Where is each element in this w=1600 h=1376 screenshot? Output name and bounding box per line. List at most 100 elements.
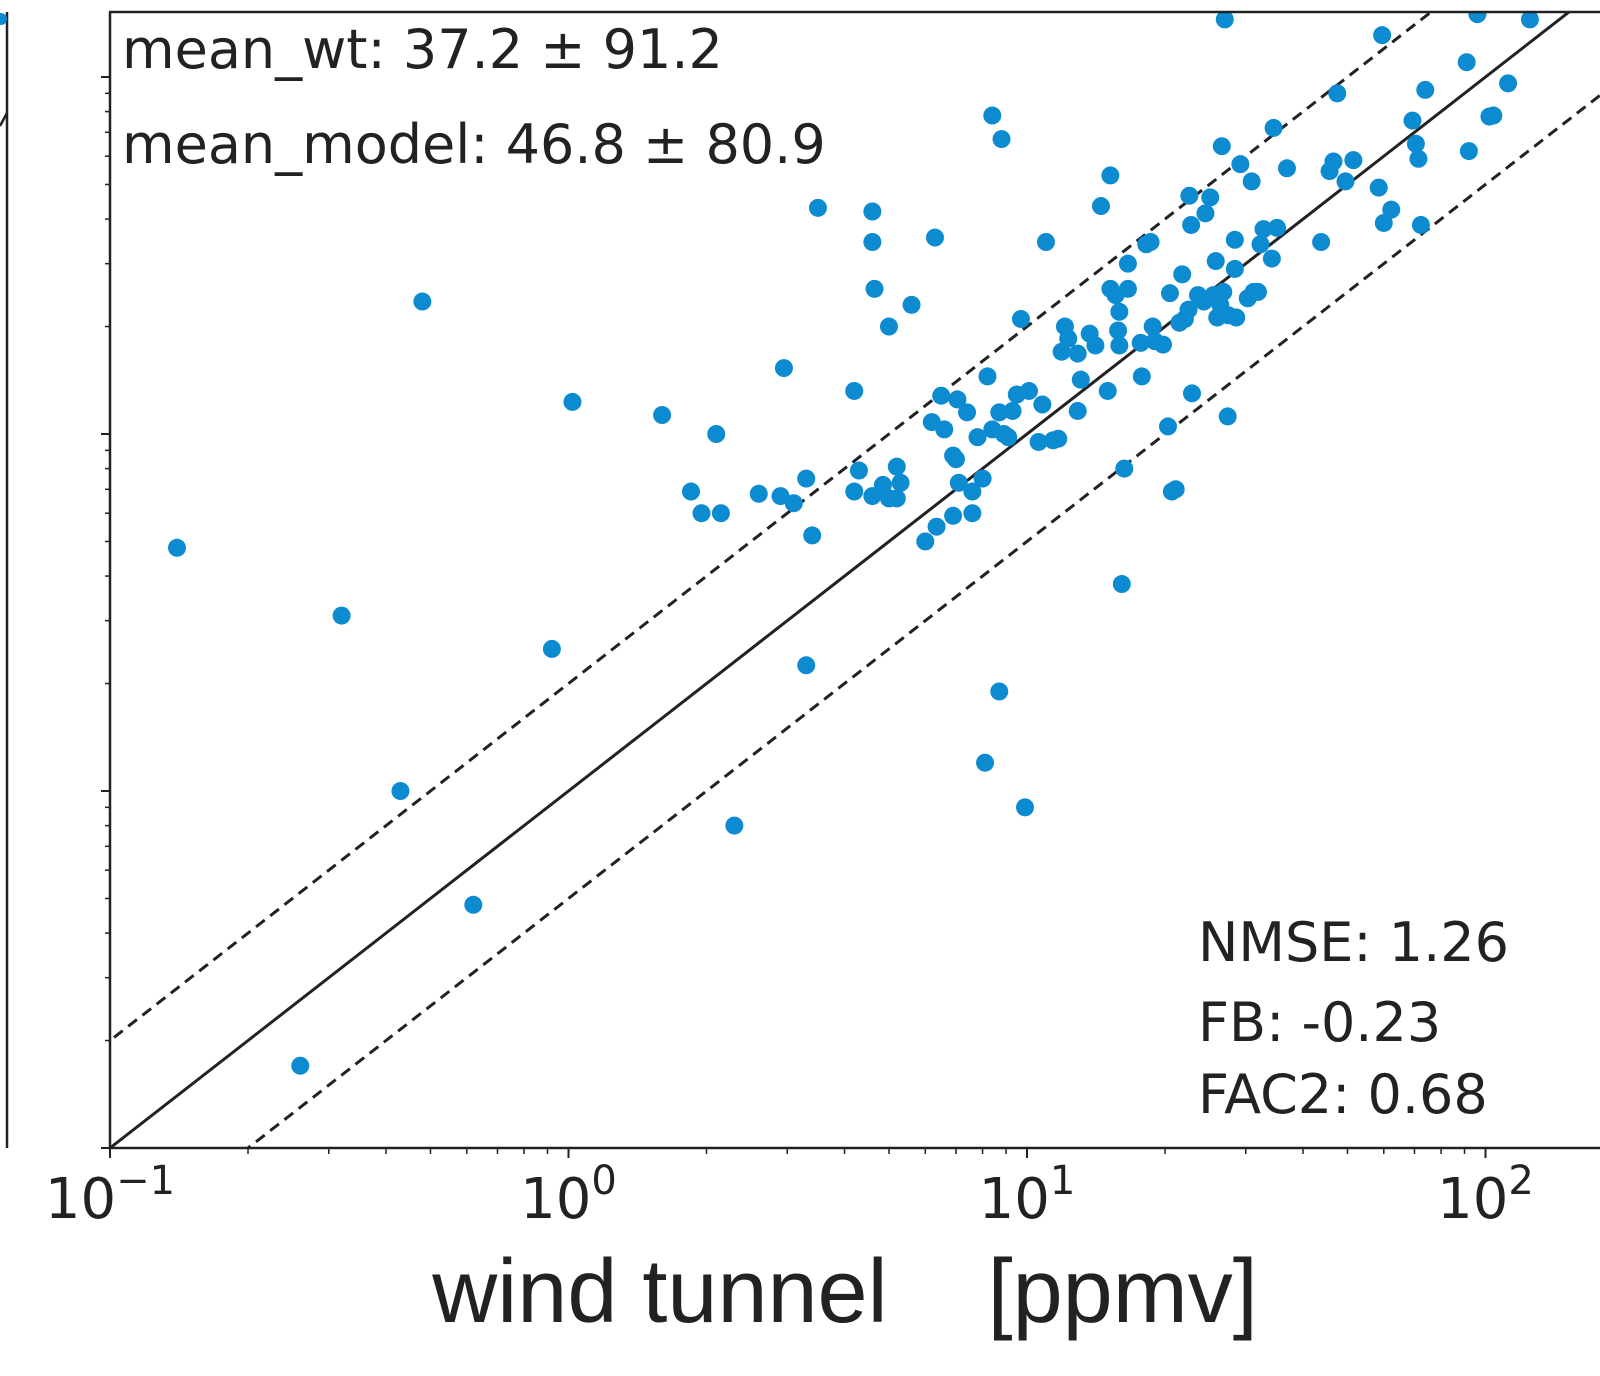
data-points [167,12,1539,1075]
data-point [797,469,816,488]
data-point [845,381,864,400]
data-point [1173,265,1192,284]
data-point [990,403,1009,422]
fb-annotation: FB: -0.23 [1198,991,1441,1054]
data-point [1011,309,1030,328]
data-point [963,504,982,523]
data-point [1409,149,1428,168]
data-point [413,292,432,311]
data-point [1029,432,1048,451]
data-point [973,469,992,488]
data-point [992,130,1011,149]
data-point [464,895,483,914]
data-point [948,390,967,409]
data-point [167,538,186,557]
data-point [1403,111,1422,130]
data-point [797,656,816,675]
data-point [845,482,864,501]
data-point [1264,118,1283,137]
data-point [865,279,884,298]
x-tick-label: 10−1 [45,1158,175,1232]
data-point [932,386,951,405]
data-point [1336,172,1355,191]
data-point [1328,84,1347,103]
data-point [808,198,827,217]
data-point [1098,381,1117,400]
data-point [681,482,700,501]
data-point [891,473,910,492]
data-point [1068,344,1087,363]
data-point [946,450,965,469]
data-point [1182,384,1201,403]
data-point [774,359,793,378]
data-point [1382,200,1401,219]
data-point [1520,12,1539,29]
data-point [1499,74,1518,93]
data-point [1416,80,1435,99]
data-point [1369,178,1388,197]
data-point [1059,329,1078,348]
data-point [1225,230,1244,249]
data-point [1179,300,1198,319]
data-point [1068,401,1087,420]
x-tick-label: 100 [520,1158,617,1232]
mean-wt-annotation: mean_wt: 37.2 ± 91.2 [122,18,723,81]
data-point [1227,308,1246,327]
data-point [925,228,944,247]
data-point [1225,259,1244,278]
data-point [1324,152,1343,171]
data-point [707,425,726,443]
data-point [1312,232,1331,251]
data-point [1254,220,1273,239]
data-point [1131,333,1150,352]
data-point [1206,252,1225,271]
data-point [1019,381,1038,400]
data-point [887,489,906,508]
data-point [1468,12,1487,24]
data-point [1411,215,1430,234]
neighbor-plot-edge [0,12,9,1148]
data-point [653,406,672,425]
data-point [1015,798,1034,817]
data-point [1036,232,1055,251]
data-point [902,295,921,314]
data-point [692,504,711,523]
data-point [563,392,582,411]
data-point [1143,317,1162,336]
data-point [990,682,1009,701]
data-point [1262,249,1281,268]
data-point [1158,417,1177,436]
data-point [1251,235,1270,254]
data-point [1091,197,1110,216]
data-point [999,428,1018,447]
data-point [963,482,982,501]
x-axis-ticks: 10−1 100 101 102 [45,1148,1534,1232]
data-point [1180,186,1199,205]
data-point [1118,279,1137,298]
data-point [1214,282,1233,301]
mean-model-annotation: mean_model: 46.8 ± 80.9 [122,113,826,176]
data-point [771,487,790,506]
data-point [749,484,768,503]
plot-frame [108,10,1600,1150]
data-point [873,475,892,494]
data-point [1406,134,1425,153]
data-point [944,506,963,525]
fac2-annotation: FAC2: 0.68 [1198,1063,1488,1126]
x-axis-label: wind tunnel [ppmv] [431,1242,1257,1342]
data-point [1141,232,1160,251]
data-point [1201,188,1220,207]
data-point [978,367,997,386]
nmse-annotation: NMSE: 1.26 [1198,911,1509,974]
data-point [1196,204,1215,223]
data-point [332,606,351,625]
data-point [711,504,730,523]
data-point [1484,106,1503,125]
data-point [542,639,561,658]
data-point [949,473,968,492]
data-point [1115,459,1134,478]
data-point [1277,159,1296,178]
data-point [391,782,410,800]
data-point [958,403,977,422]
